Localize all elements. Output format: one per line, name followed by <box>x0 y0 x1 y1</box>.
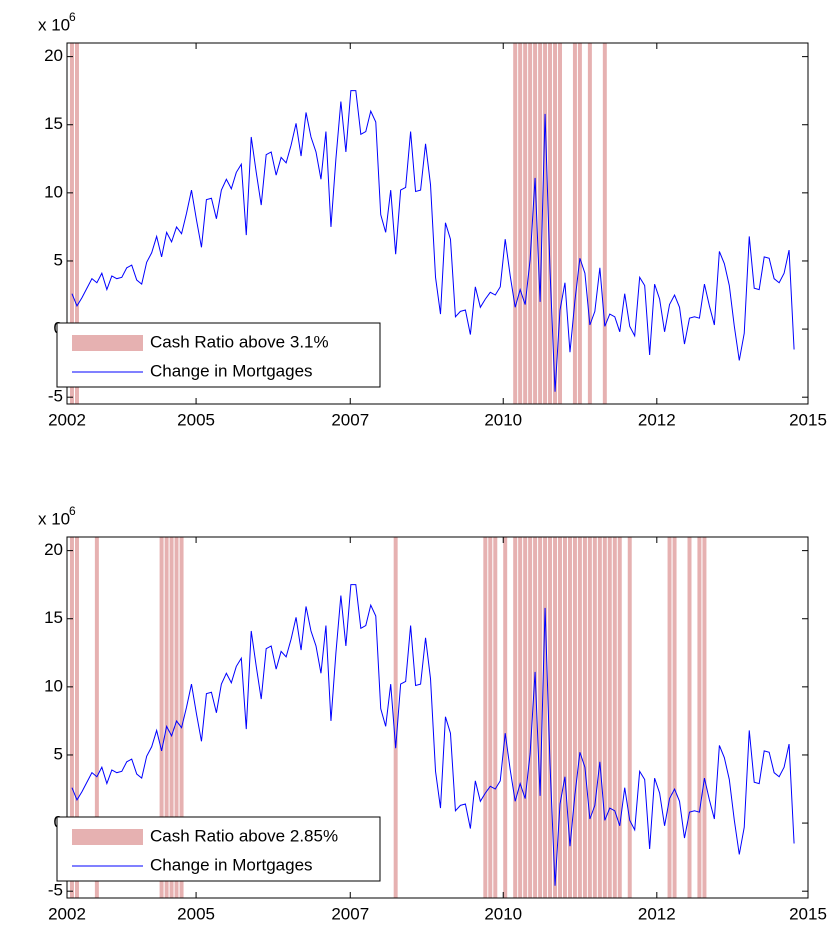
y-tick-label: 5 <box>54 744 63 763</box>
shaded-period <box>672 537 677 898</box>
shaded-period <box>697 537 702 898</box>
x-tick-label: 2002 <box>48 410 86 429</box>
shaded-period <box>69 43 74 404</box>
shaded-period <box>687 537 692 898</box>
shaded-period <box>553 43 558 404</box>
shaded-period <box>159 537 164 898</box>
shaded-period <box>702 537 707 898</box>
shaded-period <box>523 537 528 898</box>
shaded-period <box>602 43 607 404</box>
x-tick-label: 2015 <box>789 904 827 923</box>
y-tick-label: 5 <box>54 250 63 269</box>
scale-label: x 10 <box>38 15 70 34</box>
shaded-period <box>74 43 79 404</box>
shaded-period <box>667 537 672 898</box>
shaded-period <box>607 537 612 898</box>
legend-label: Cash Ratio above 3.1% <box>150 332 329 351</box>
shaded-period <box>483 537 488 898</box>
y-tick-label: 20 <box>44 46 63 65</box>
shaded-period <box>617 537 622 898</box>
shaded-period <box>164 537 169 898</box>
shaded-period <box>533 537 538 898</box>
shaded-period <box>602 537 607 898</box>
shaded-period <box>548 43 553 404</box>
x-tick-label: 2002 <box>48 904 86 923</box>
y-tick-label: -5 <box>48 387 63 406</box>
legend-swatch <box>72 335 143 351</box>
y-tick-label: -5 <box>48 881 63 900</box>
data-line <box>71 90 795 392</box>
x-tick-label: 2010 <box>484 904 522 923</box>
shaded-period <box>493 537 498 898</box>
shaded-period <box>558 43 562 404</box>
legend-box <box>56 816 381 882</box>
x-tick-label: 2015 <box>789 410 827 429</box>
shaded-period <box>543 43 548 404</box>
scale-exponent: 6 <box>69 504 76 518</box>
shaded-period <box>538 43 543 404</box>
shaded-period <box>572 537 577 898</box>
x-tick-label: 2010 <box>484 410 522 429</box>
data-line <box>71 584 795 886</box>
x-tick-label: 2005 <box>177 904 215 923</box>
shaded-period <box>393 537 398 898</box>
shaded-period <box>612 537 617 898</box>
scale-exponent: 6 <box>69 10 76 24</box>
shaded-period <box>543 537 548 898</box>
shaded-period <box>533 43 538 404</box>
legend-label: Cash Ratio above 2.85% <box>150 826 338 845</box>
shaded-period <box>179 537 184 898</box>
shaded-period <box>174 537 179 898</box>
shaded-period <box>513 537 518 898</box>
legend-label: Change in Mortgages <box>150 361 313 380</box>
shaded-period <box>577 43 582 404</box>
shaded-period <box>567 537 572 898</box>
legend-swatch <box>72 829 143 845</box>
shaded-period <box>518 43 523 404</box>
shaded-period <box>528 537 533 898</box>
shaded-period <box>518 537 523 898</box>
legend-box <box>56 322 381 388</box>
shaded-period <box>523 43 528 404</box>
axes-box <box>66 536 809 899</box>
shaded-period <box>627 537 632 898</box>
shaded-period <box>572 43 577 404</box>
shaded-period <box>503 537 508 898</box>
shaded-period <box>538 537 543 898</box>
shaded-period <box>582 537 587 898</box>
y-tick-label: 10 <box>44 676 63 695</box>
shaded-period <box>597 537 602 898</box>
y-tick-label: 20 <box>44 540 63 559</box>
scale-label: x 10 <box>38 509 70 528</box>
shaded-period <box>74 537 79 898</box>
x-tick-label: 2012 <box>638 410 676 429</box>
axes-box <box>66 42 809 405</box>
shaded-period <box>548 537 553 898</box>
y-tick-label: 10 <box>44 182 63 201</box>
shaded-period <box>513 43 518 404</box>
shaded-period <box>94 537 99 898</box>
x-tick-label: 2007 <box>331 410 369 429</box>
shaded-period <box>553 537 558 898</box>
shaded-period <box>69 537 74 898</box>
shaded-period <box>488 537 493 898</box>
shaded-period <box>577 537 582 898</box>
shaded-period <box>528 43 533 404</box>
x-tick-label: 2012 <box>638 904 676 923</box>
shaded-period <box>587 537 592 898</box>
y-tick-label: 15 <box>44 114 63 133</box>
x-tick-label: 2005 <box>177 410 215 429</box>
shaded-period <box>562 537 567 898</box>
shaded-period <box>592 537 597 898</box>
legend-label: Change in Mortgages <box>150 855 313 874</box>
shaded-period <box>587 43 592 404</box>
y-tick-label: 15 <box>44 608 63 627</box>
shaded-period <box>169 537 174 898</box>
shaded-period <box>558 537 562 898</box>
x-tick-label: 2007 <box>331 904 369 923</box>
